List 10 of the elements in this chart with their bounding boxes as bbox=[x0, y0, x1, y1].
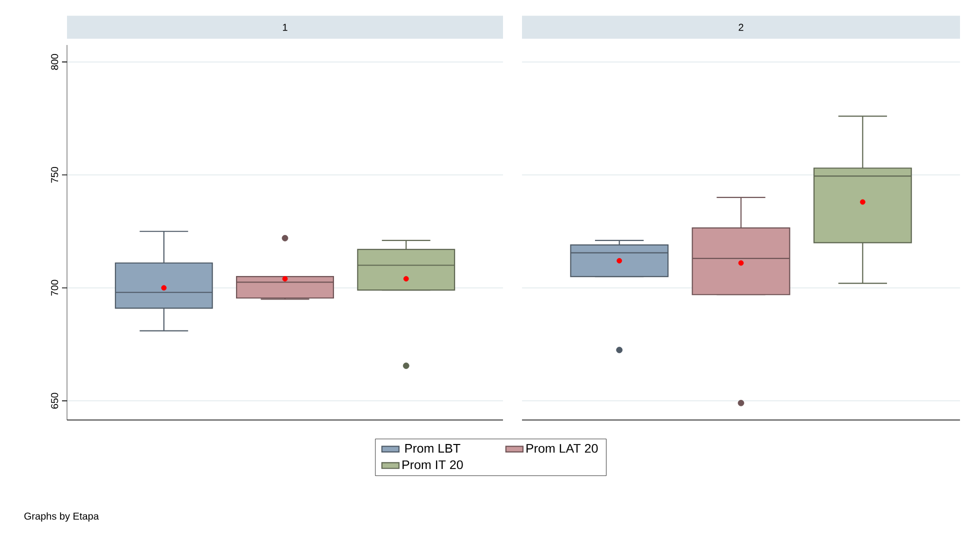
y-tick-label: 700 bbox=[51, 280, 58, 296]
text: Graphs by Etapa bbox=[24, 512, 99, 522]
y-tick-label: 750 bbox=[51, 166, 58, 183]
legend-label: Prom LBT bbox=[405, 444, 460, 453]
legend-label: Prom LAT 20 bbox=[526, 444, 598, 453]
legend-label: Prom IT 20 bbox=[402, 460, 463, 470]
y-tick-label: 800 bbox=[51, 54, 58, 70]
y-tick-label: 650 bbox=[51, 392, 58, 409]
x-tick-label: 2 bbox=[738, 24, 744, 31]
x-tick-label: 1 bbox=[282, 24, 288, 31]
